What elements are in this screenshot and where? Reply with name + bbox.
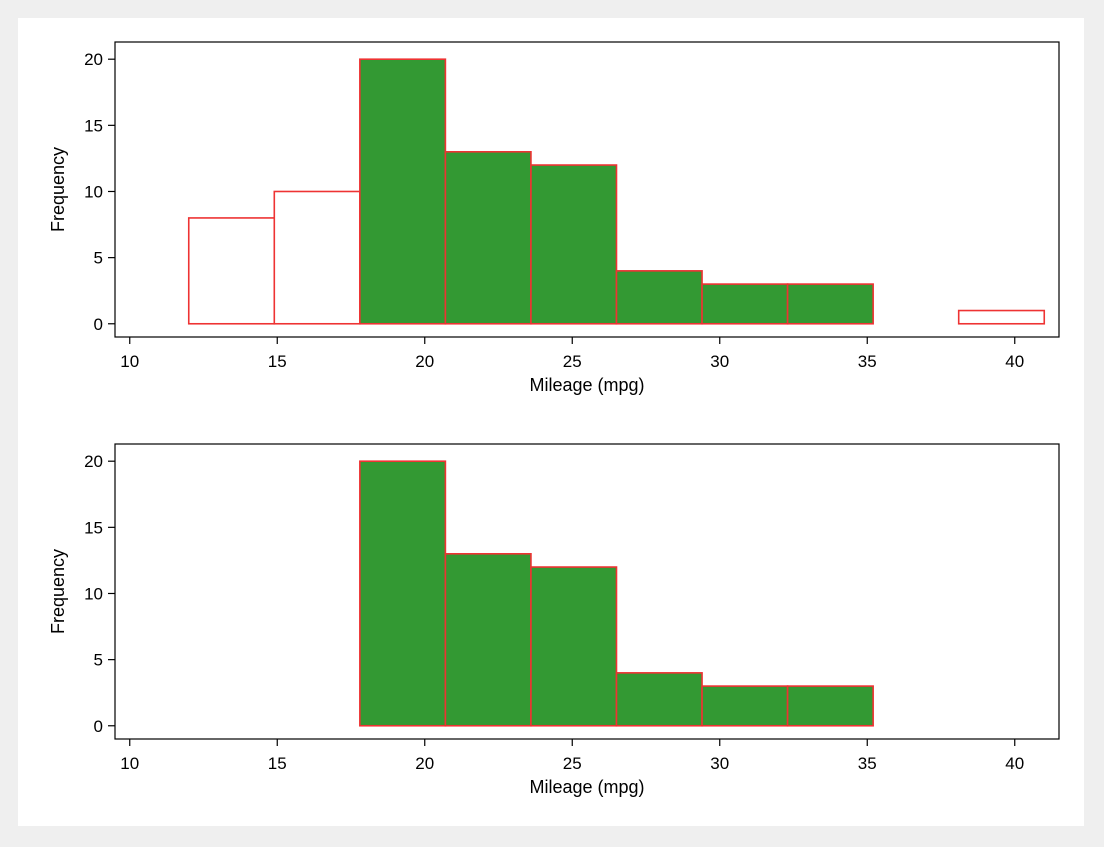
x-tick-label: 35: [858, 754, 877, 773]
bar-outline: [187, 217, 276, 325]
x-tick-label: 30: [710, 754, 729, 773]
bar-filled: [701, 283, 789, 325]
y-tick-label: 5: [94, 249, 103, 268]
bar-filled: [359, 460, 447, 727]
y-axis-label: Frequency: [48, 147, 68, 232]
y-tick-label: 15: [84, 518, 103, 537]
x-tick-label: 40: [1005, 754, 1024, 773]
chart-bottom: 0 5 10 15 20 10 15 20 25 30 35 40 Mileage (mpg) Frequ…: [48, 443, 1060, 797]
plot-frame: [114, 443, 1060, 740]
bar-outline: [273, 190, 361, 325]
x-tick-label: 20: [415, 754, 434, 773]
x-tick-label: 30: [710, 352, 729, 371]
x-tick-label: 10: [120, 352, 139, 371]
y-tick-label: 5: [94, 651, 103, 670]
bar-filled: [786, 283, 874, 325]
bar-filled: [359, 58, 447, 325]
bar-filled: [701, 685, 789, 727]
y-tick-label: 0: [94, 315, 103, 334]
bar-filled: [615, 270, 703, 325]
y-tick-label: 20: [84, 50, 103, 69]
x-tick-label: 15: [268, 352, 287, 371]
bar-filled: [786, 685, 874, 727]
bar-filled: [444, 150, 532, 325]
bar-filled: [444, 552, 532, 727]
bar-filled: [530, 164, 618, 325]
plot-frame: [114, 41, 1060, 338]
y-tick-label: 10: [84, 584, 103, 603]
y-axis-label: Frequency: [48, 549, 68, 634]
x-axis-label: Mileage (mpg): [529, 375, 644, 395]
y-tick-label: 0: [94, 717, 103, 736]
x-tick-label: 25: [563, 352, 582, 371]
x-axis-label: Mileage (mpg): [529, 777, 644, 797]
y-tick-label: 20: [84, 452, 103, 471]
x-tick-label: 25: [563, 754, 582, 773]
bar-filled: [615, 672, 703, 727]
x-tick-label: 35: [858, 352, 877, 371]
chart-top: 0 5 10 15 20 10 15 20 25 30 35 40 Mileage (mpg) Frequ…: [48, 41, 1060, 395]
x-tick-label: 10: [120, 754, 139, 773]
bar-outline: [957, 309, 1046, 325]
bar-filled: [530, 566, 618, 727]
y-tick-label: 10: [84, 182, 103, 201]
x-tick-label: 40: [1005, 352, 1024, 371]
x-tick-label: 20: [415, 352, 434, 371]
x-tick-label: 15: [268, 754, 287, 773]
y-tick-label: 15: [84, 116, 103, 135]
